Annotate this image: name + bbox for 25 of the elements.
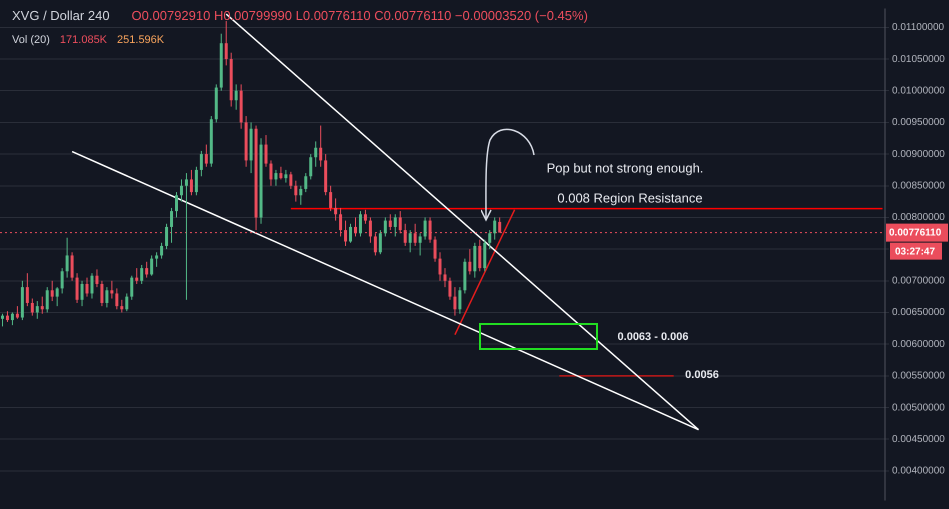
- annotation: Pop but not strong enough.: [546, 160, 704, 176]
- y-tick-label: 0.00450000: [892, 434, 946, 445]
- annotation: 0.0063 - 0.006: [618, 331, 688, 343]
- text: 03:27:47: [895, 246, 936, 258]
- y-tick-label: 0.01050000: [892, 54, 946, 65]
- y-tick-label: 0.00950000: [892, 117, 946, 128]
- y-tick-label: 0.00400000: [892, 466, 946, 477]
- annotation: 171.085K: [60, 34, 108, 46]
- annotation: 0.008 Region Resistance: [557, 190, 703, 206]
- y-tick-label: 0.00600000: [892, 338, 946, 350]
- chart-subtitle: O0.00792910 H0.00799990 L0.00776110 C0.00776110 −0.00003520 (−0.45%): [132, 8, 588, 23]
- y-tick-label: 0.00800000: [892, 212, 946, 224]
- y-tick-label: 0.00700000: [892, 276, 946, 287]
- annotation: 0.0056: [685, 369, 719, 381]
- annotation: 251.596K: [117, 34, 164, 46]
- ref-line-label: 0.00776110: [889, 227, 942, 238]
- annotation: Vol (20): [12, 34, 50, 46]
- y-tick-label: 0.00550000: [892, 370, 946, 382]
- y-tick-label: 0.01000000: [892, 85, 946, 96]
- y-tick-label: 0.00900000: [892, 148, 946, 160]
- chart-title: XVG / Dollar 240: [12, 8, 110, 23]
- y-tick-label: 0.00850000: [892, 180, 946, 192]
- y-tick-label: 0.01100000: [892, 22, 945, 34]
- y-tick-label: 0.00500000: [892, 402, 946, 414]
- y-tick-label: 0.00650000: [892, 307, 946, 318]
